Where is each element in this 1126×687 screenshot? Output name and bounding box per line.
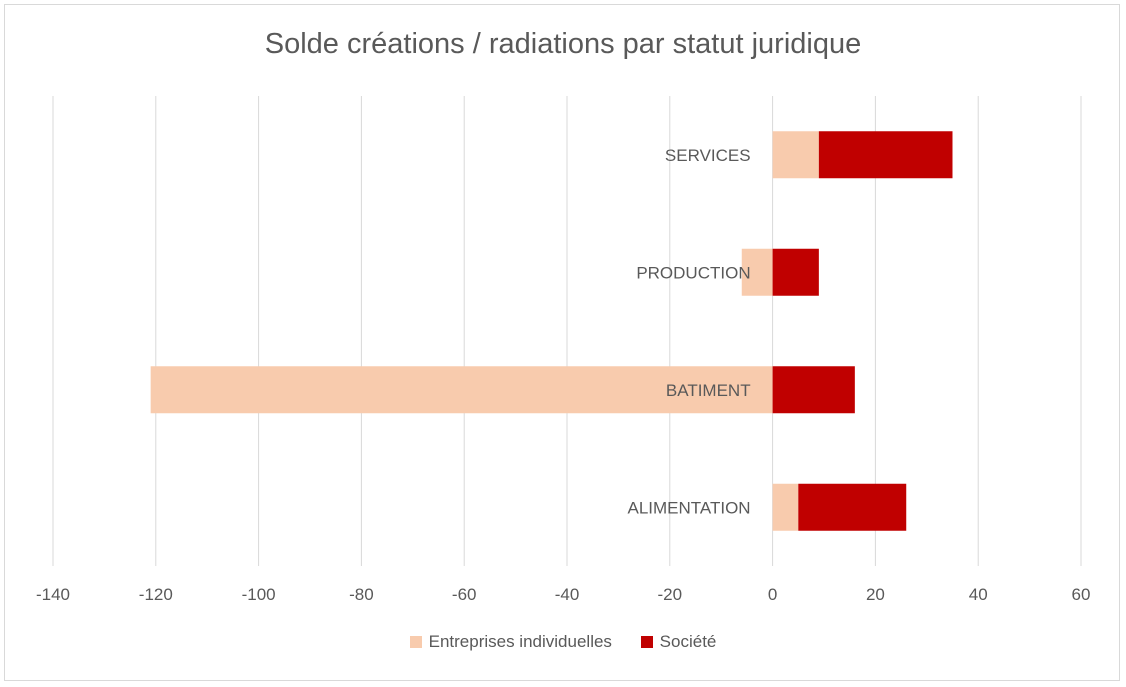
bar-services-entreprises[interactable] [772, 131, 819, 179]
legend: Entreprises individuelles Société [0, 632, 1126, 653]
x-tick-label: -120 [139, 585, 173, 604]
legend-swatch-societe [640, 636, 653, 648]
chart-frame [4, 4, 1120, 681]
x-tick-label: -60 [452, 585, 477, 604]
legend-swatch-entreprises [409, 636, 422, 648]
category-labels: SERVICES PRODUCTION BATIMENT ALIMENTATION [627, 146, 750, 518]
x-axis-ticks: -140 -120 -100 -80 -60 -40 -20 0 20 40 60 [36, 585, 1090, 604]
bar-batiment-societe[interactable] [772, 366, 855, 414]
x-tick-label: 40 [969, 585, 988, 604]
bar-production-societe[interactable] [772, 248, 819, 296]
legend-label-societe: Société [659, 632, 717, 651]
x-tick-label: 0 [768, 585, 777, 604]
legend-label-entreprises: Entreprises individuelles [428, 632, 612, 651]
bar-services-societe[interactable] [818, 131, 953, 179]
x-tick-label: -40 [555, 585, 580, 604]
legend-item-societe[interactable]: Société [640, 632, 717, 652]
chart-title: Solde créations / radiations par statut … [264, 28, 862, 60]
gridlines [52, 96, 1082, 566]
x-tick-label: -80 [349, 585, 374, 604]
bar-alimentation-entreprises[interactable] [772, 483, 799, 531]
category-label-production: PRODUCTION [636, 263, 750, 282]
x-tick-label: -140 [36, 585, 70, 604]
x-tick-label: -20 [658, 585, 683, 604]
legend-item-entreprises[interactable]: Entreprises individuelles [409, 632, 612, 652]
bar-batiment-entreprises[interactable] [150, 366, 773, 414]
bar-alimentation-societe[interactable] [798, 483, 907, 531]
x-tick-label: 60 [1072, 585, 1091, 604]
bar-production-entreprises[interactable] [741, 248, 773, 296]
category-label-services: SERVICES [665, 146, 751, 165]
bars [150, 131, 953, 531]
category-label-batiment: BATIMENT [666, 381, 751, 400]
x-tick-label: 20 [866, 585, 885, 604]
x-tick-label: -100 [242, 585, 276, 604]
category-label-alimentation: ALIMENTATION [627, 498, 750, 517]
